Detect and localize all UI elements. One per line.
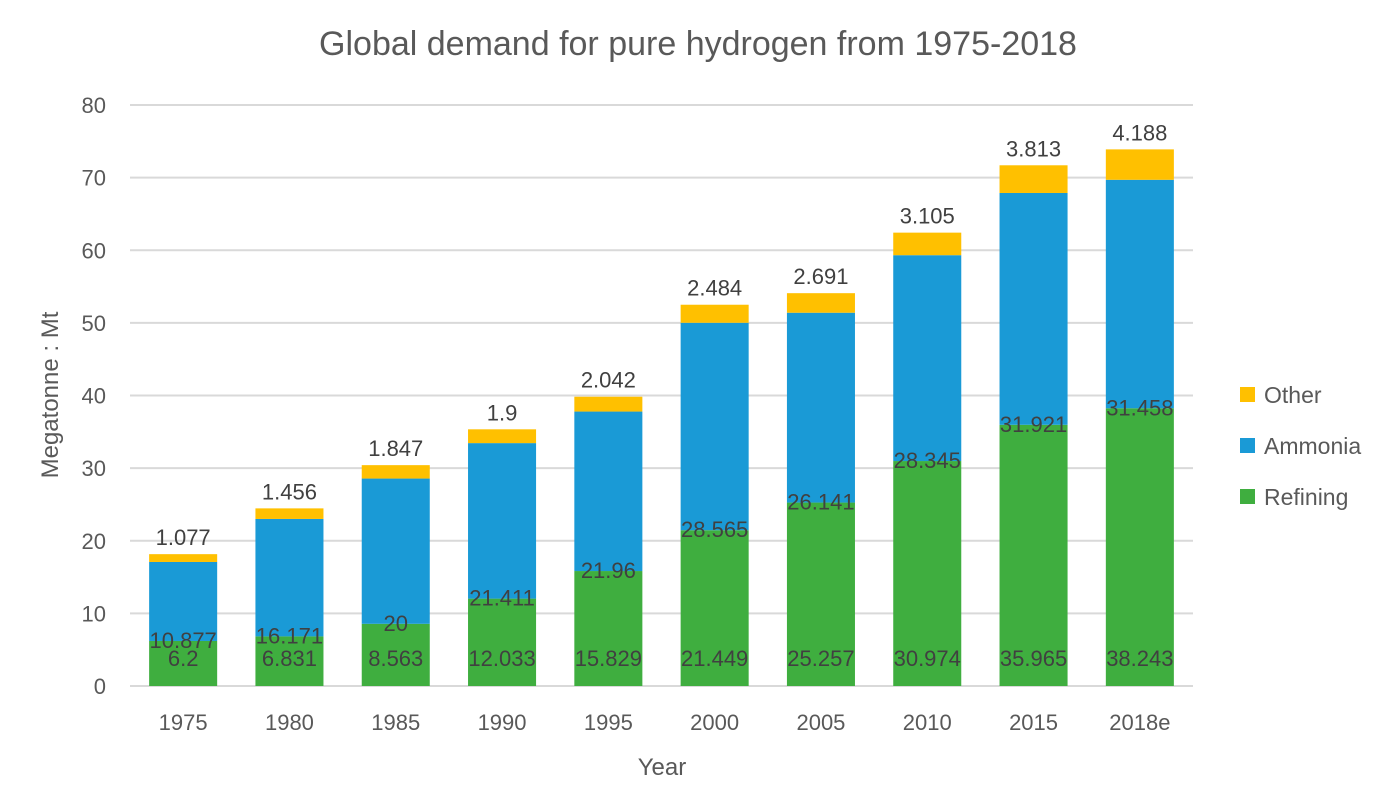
data-label-ammonia-2015: 31.921 [1000, 412, 1067, 437]
bar-refining-1995 [574, 571, 643, 686]
bar-refining-1980 [255, 636, 324, 686]
data-label-other-1990: 1.9 [487, 400, 518, 425]
bar-ammonia-2005 [786, 312, 855, 503]
y-axis-label: Megatonne : Mt [37, 311, 64, 478]
legend-label-refining: Refining [1264, 484, 1348, 510]
bar-ammonia-1975 [149, 561, 218, 641]
legend-swatch-ammonia [1240, 438, 1255, 453]
data-label-ammonia-2000: 28.565 [681, 517, 748, 542]
y-tick-label: 20 [82, 529, 106, 554]
bar-ammonia-2010 [893, 255, 962, 462]
data-label-ammonia-1975: 10.877 [150, 628, 217, 653]
y-tick-label: 80 [82, 93, 106, 118]
bar-ammonia-2015 [999, 192, 1068, 425]
data-label-other-2018e: 4.188 [1112, 120, 1167, 145]
x-tick-label-1985: 1985 [371, 710, 420, 735]
x-tick-label-1995: 1995 [584, 710, 633, 735]
x-tick-label-2015: 2015 [1009, 710, 1058, 735]
data-label-other-2010: 3.105 [900, 204, 955, 229]
x-tick-label-2010: 2010 [903, 710, 952, 735]
data-label-ammonia-1985: 20 [384, 611, 408, 636]
data-label-other-2000: 2.484 [687, 276, 742, 301]
bar-refining-1990 [468, 598, 537, 686]
data-label-other-1985: 1.847 [368, 436, 423, 461]
bar-other-2000 [680, 304, 749, 323]
data-label-refining-1995: 15.829 [575, 646, 642, 671]
bars [149, 149, 1174, 686]
bar-ammonia-1995 [574, 411, 643, 572]
x-tick-label-1980: 1980 [265, 710, 314, 735]
data-label-ammonia-2005: 26.141 [787, 490, 854, 515]
bar-refining-2015 [999, 424, 1068, 686]
y-axis-ticks: 0 10 20 30 40 50 60 70 80 [82, 93, 106, 699]
bar-other-1975 [149, 554, 218, 562]
data-label-refining-2005: 25.257 [787, 646, 854, 671]
data-label-refining-2010: 30.974 [894, 646, 961, 671]
data-label-other-1975: 1.077 [156, 525, 211, 550]
y-tick-label: 40 [82, 384, 106, 409]
bar-ammonia-1990 [468, 443, 537, 599]
data-label-refining-2000: 21.449 [681, 646, 748, 671]
chart-title: Global demand for pure hydrogen from 197… [319, 25, 1077, 63]
bar-ammonia-1985 [361, 478, 430, 624]
bar-refining-2010 [893, 461, 962, 686]
bar-other-2018e [1105, 149, 1174, 180]
x-tick-label-2000: 2000 [690, 710, 739, 735]
data-label-refining-1980: 6.831 [262, 646, 317, 671]
x-tick-label-1975: 1975 [159, 710, 208, 735]
data-label-other-2015: 3.813 [1006, 136, 1061, 161]
data-label-refining-1975: 6.2 [168, 646, 199, 671]
bar-ammonia-2018e [1105, 179, 1174, 409]
bar-other-2005 [786, 293, 855, 313]
x-tick-label-1990: 1990 [478, 710, 527, 735]
bar-refining-2000 [680, 530, 749, 686]
data-label-refining-1985: 8.563 [368, 646, 423, 671]
y-tick-label: 70 [82, 166, 106, 191]
x-axis-label: Year [638, 754, 687, 781]
bar-refining-1985 [361, 623, 430, 686]
bar-refining-2018e [1105, 408, 1174, 686]
legend: Other Ammonia Refining [1240, 382, 1361, 510]
y-tick-label: 0 [94, 674, 106, 699]
data-label-refining-1990: 12.033 [468, 646, 535, 671]
data-label-ammonia-1980: 16.171 [256, 623, 323, 648]
data-label-other-1980: 1.456 [262, 479, 317, 504]
y-tick-label: 50 [82, 311, 106, 336]
data-label-refining-2015: 35.965 [1000, 646, 1067, 671]
bar-other-1980 [255, 508, 324, 519]
bar-other-2015 [999, 165, 1068, 193]
bar-other-1995 [574, 396, 643, 412]
bar-other-1985 [361, 465, 430, 479]
data-label-other-1995: 2.042 [581, 368, 636, 393]
bar-refining-1975 [149, 640, 218, 686]
legend-swatch-refining [1240, 489, 1255, 504]
bar-refining-2005 [786, 502, 855, 686]
x-tick-label-2005: 2005 [796, 710, 845, 735]
bar-other-2010 [893, 232, 962, 256]
data-label-ammonia-2018e: 31.458 [1106, 395, 1173, 420]
data-label-other-2005: 2.691 [793, 264, 848, 289]
data-label-refining-2018e: 38.243 [1106, 646, 1173, 671]
bar-ammonia-2000 [680, 322, 749, 531]
legend-label-other: Other [1264, 382, 1322, 408]
y-tick-label: 30 [82, 456, 106, 481]
legend-swatch-other [1240, 387, 1255, 402]
y-tick-label: 60 [82, 238, 106, 263]
legend-label-ammonia: Ammonia [1264, 433, 1361, 459]
data-label-ammonia-1990: 21.411 [469, 586, 535, 611]
data-label-ammonia-1995: 21.96 [581, 558, 636, 583]
bar-ammonia-1980 [255, 518, 324, 637]
x-axis-ticks: 1975 1980 1985 1990 1995 2000 2005 2010 2015 2018… [159, 710, 1171, 735]
bar-other-1990 [468, 429, 537, 444]
x-tick-label-2018e: 2018e [1109, 710, 1170, 735]
y-tick-label: 10 [82, 601, 106, 626]
data-label-ammonia-2010: 28.345 [894, 448, 961, 473]
